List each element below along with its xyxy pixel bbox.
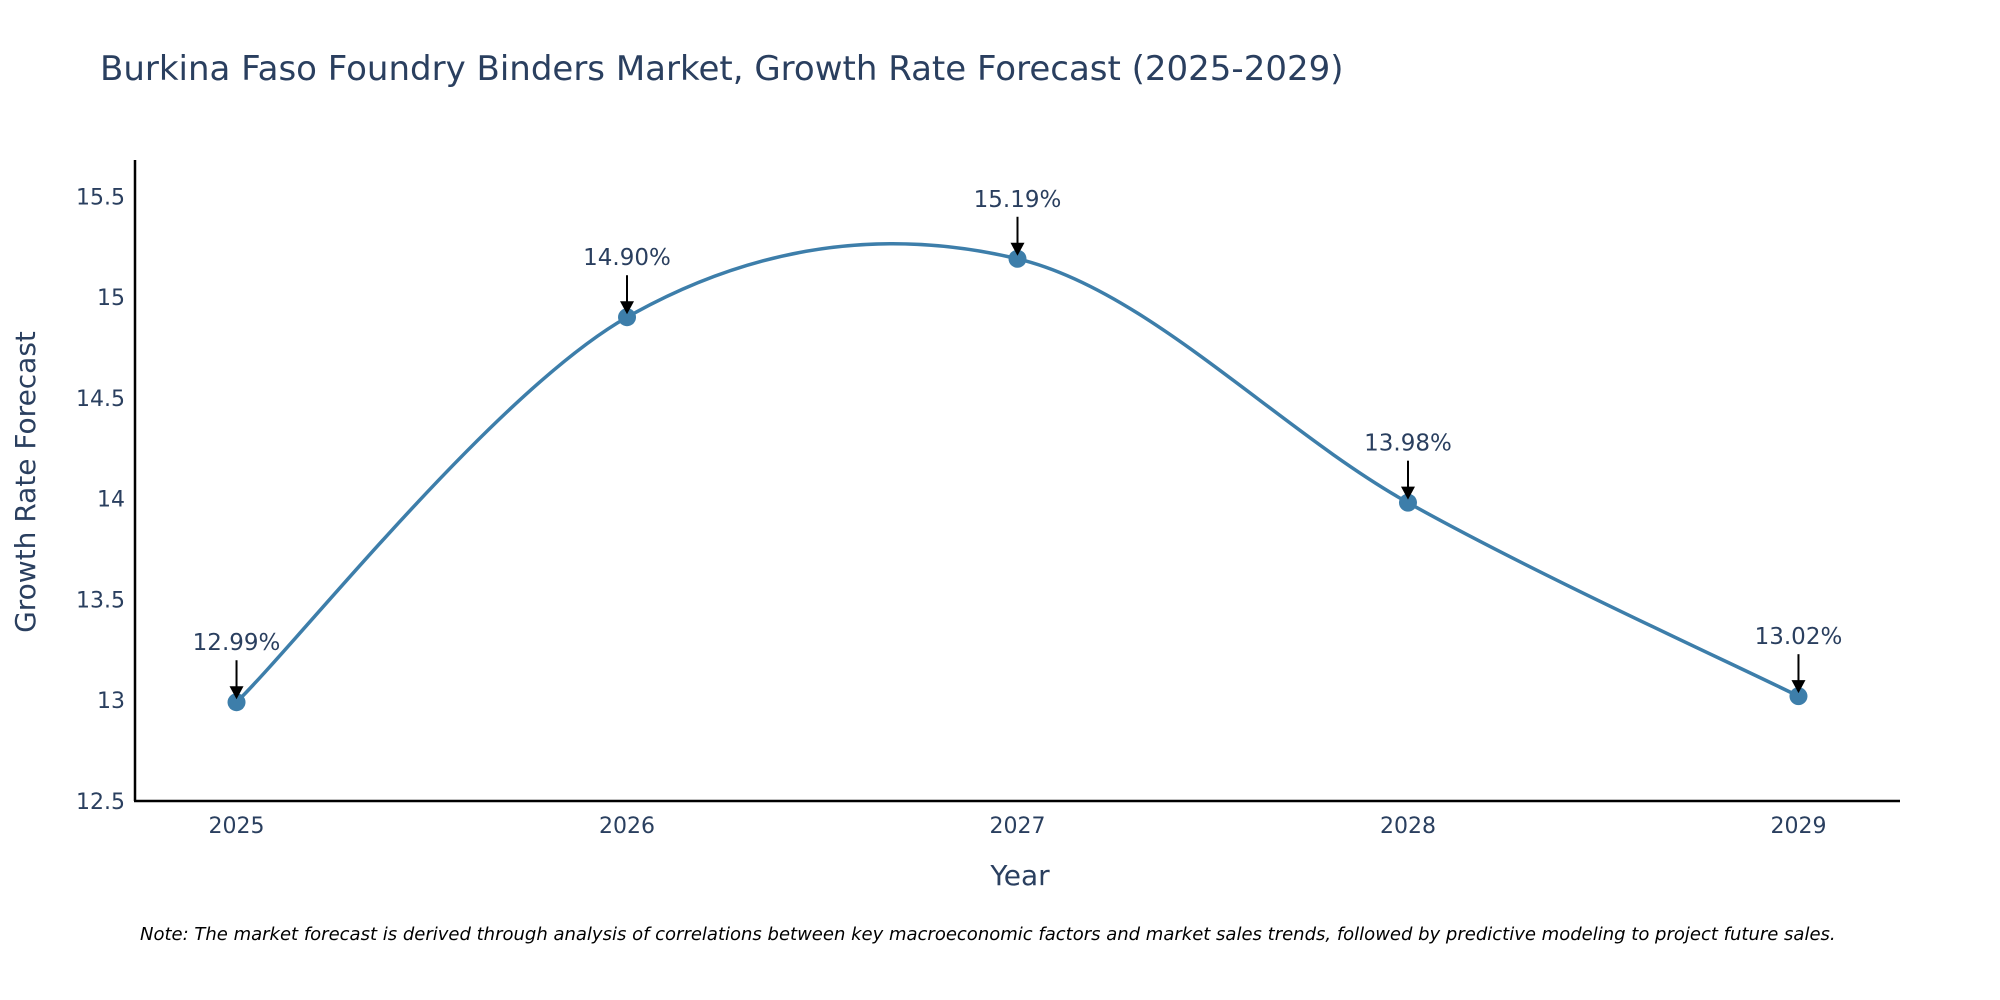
y-axis-title: Growth Rate Forecast [9,331,42,633]
data-label: 13.02% [1755,624,1843,650]
y-tick-label: 14.5 [76,387,125,412]
x-axis-ticks: 2025 2026 2027 2028 2029 [209,814,1827,839]
data-point-2029 [1789,687,1808,706]
y-axis-ticks: 12.5 13 13.5 14 14.5 15 15.5 [76,185,125,815]
annotation-arrow-head [1791,680,1806,694]
data-point-2025 [227,693,246,712]
data-label: 12.99% [193,630,281,656]
data-label: 14.90% [583,245,671,271]
y-tick-label: 15 [97,286,125,311]
data-point-2027 [1008,249,1027,268]
chart-title: Burkina Faso Foundry Binders Market, Gro… [100,49,1344,89]
data-label: 13.98% [1364,431,1452,457]
annotation-arrow-head [620,301,635,315]
x-tick-label: 2025 [209,814,265,839]
x-tick-label: 2029 [1770,814,1826,839]
forecast-note: Note: The market forecast is derived thr… [140,924,1836,945]
y-tick-label: 14 [97,488,125,513]
x-axis-title: Year [989,859,1050,892]
x-tick-label: 2027 [990,814,1046,839]
x-tick-label: 2028 [1380,814,1436,839]
data-label: 15.19% [974,187,1062,213]
data-point-markers [227,249,1808,712]
y-tick-label: 12.5 [76,790,125,815]
annotation-arrow-head [1400,486,1415,500]
y-tick-label: 13 [97,689,125,714]
annotation-arrow-head [229,686,244,700]
annotation-arrow-head [1010,242,1025,256]
data-label-annotations: 12.99% 14.90% 15.19% 13.98% 13.02% [193,187,1843,700]
x-tick-label: 2026 [599,814,655,839]
growth-rate-series-line [235,242,1800,704]
y-tick-label: 15.5 [76,185,125,210]
data-point-2028 [1398,493,1417,512]
y-tick-label: 13.5 [76,588,125,613]
data-point-2026 [618,308,637,327]
